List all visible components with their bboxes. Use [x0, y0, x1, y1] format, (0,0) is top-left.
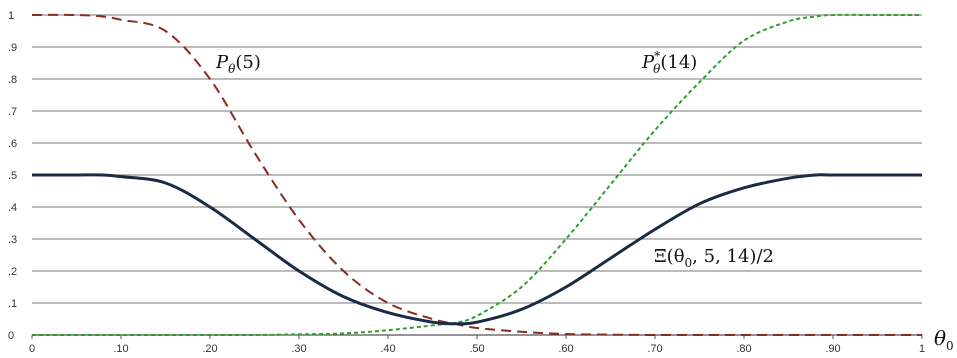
x-axis-label-main: θ	[934, 326, 946, 350]
series-label-xi: Ξ(θ0, 5, 14)/2	[654, 246, 774, 270]
series-label-p14-sub: θ	[653, 62, 661, 76]
series-label-p5: Pθ(5)	[215, 52, 261, 76]
y-tick-label: .6	[8, 138, 17, 150]
series-label-xi-text: Ξ(θ	[654, 246, 685, 267]
x-tick-label: .20	[202, 343, 217, 355]
y-tick-label: .7	[8, 106, 17, 118]
x-tick-label: 0	[29, 343, 35, 355]
x-axis-label: θ0	[934, 326, 954, 353]
y-tick-label: .1	[8, 298, 17, 310]
gridlines	[32, 14, 922, 336]
x-tick-label: .30	[291, 343, 306, 355]
x-tick-label: .80	[736, 343, 751, 355]
y-tick-label: .4	[8, 202, 17, 214]
series-line-p14	[32, 13, 922, 337]
x-tick-label: .10	[113, 343, 128, 355]
y-tick-label: .8	[8, 74, 17, 86]
y-tick-label: .9	[8, 42, 17, 54]
y-tick-label: .5	[8, 170, 17, 182]
series-label-xi-sub: 0	[685, 256, 693, 270]
series-label-p14-sup: *	[654, 49, 660, 63]
series-label-p5-args: (5)	[235, 52, 261, 73]
x-tick-label: 1	[919, 343, 925, 355]
series-label-p5-main: P	[215, 52, 229, 73]
y-tick-label: .3	[8, 234, 17, 246]
series-line-xi	[32, 173, 922, 326]
y-tick-label: 0	[8, 330, 14, 342]
x-axis-label-sub: 0	[946, 339, 954, 353]
x-tick-label: .90	[825, 343, 840, 355]
series-label-p14-args: (14)	[660, 52, 697, 73]
y-tick-label: 1	[8, 10, 14, 22]
series-lines	[31, 13, 922, 337]
series-label-p14: P* θ(14)	[641, 49, 697, 76]
x-tick-label: .70	[647, 343, 662, 355]
series-label-p5-sub: θ	[228, 62, 236, 76]
y-axis-tick-labels: 0 .1 .2 .3 .4 .5 .6 .7 .8 .9 1	[8, 10, 17, 342]
series-label-p14-main: P	[641, 52, 655, 73]
y-tick-label: .2	[8, 266, 17, 278]
x-tick-label: .40	[380, 343, 395, 355]
x-tick-label: .60	[558, 343, 573, 355]
x-axis-tick-labels: 0 .10 .20 .30 .40 .50 .60 .70 .80 .90 1	[29, 335, 925, 355]
x-tick-label: .50	[469, 343, 484, 355]
series-label-xi-tail: , 5, 14)/2	[692, 246, 774, 267]
